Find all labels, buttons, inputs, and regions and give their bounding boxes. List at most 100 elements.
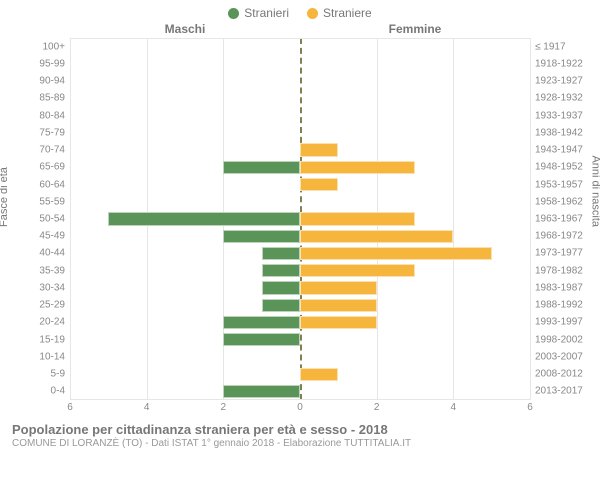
pyramid-row: 50-541963-1967 (70, 210, 530, 227)
pyramid-row: 30-341983-1987 (70, 279, 530, 296)
pyramid-row: 70-741943-1947 (70, 141, 530, 158)
bar-female (300, 178, 338, 191)
bar-male (262, 299, 300, 312)
pyramid-row: 45-491968-1972 (70, 228, 530, 245)
pyramid-row: 95-991918-1922 (70, 55, 530, 72)
birth-tick: 1923-1927 (530, 76, 583, 87)
age-tick: 65-69 (39, 162, 70, 173)
age-tick: 20-24 (39, 317, 70, 328)
age-tick: 75-79 (39, 127, 70, 138)
birth-tick: 1933-1937 (530, 110, 583, 121)
pyramid-row: 65-691948-1952 (70, 159, 530, 176)
pyramid-row: 5-92008-2012 (70, 366, 530, 383)
pyramid-row: 10-142003-2007 (70, 348, 530, 365)
bar-female (300, 247, 492, 260)
bar-female (300, 161, 415, 174)
column-header-left: Maschi (70, 22, 300, 36)
pyramid-row: 0-42013-2017 (70, 383, 530, 400)
pyramid-row: 60-641953-1957 (70, 176, 530, 193)
bar-female (300, 316, 377, 329)
chart-plot-area: 6 4 2 0 2 4 6 100+≤ 191795-991918-192290-94192… (70, 38, 530, 416)
birth-tick: 1953-1957 (530, 179, 583, 190)
bar-female (300, 264, 415, 277)
bar-female (300, 212, 415, 225)
legend-item-female: Straniere (307, 6, 372, 20)
age-tick: 10-14 (39, 351, 70, 362)
column-header-right: Femmine (300, 22, 530, 36)
birth-tick: 1958-1962 (530, 196, 583, 207)
birth-tick: ≤ 1917 (530, 41, 566, 52)
pyramid-row: 35-391978-1982 (70, 262, 530, 279)
xaxis-tick: 4 (144, 402, 150, 413)
birth-tick: 1988-1992 (530, 300, 583, 311)
legend-label-male: Stranieri (244, 6, 289, 20)
birth-tick: 2008-2012 (530, 369, 583, 380)
birth-tick: 1968-1972 (530, 231, 583, 242)
bar-male (223, 385, 300, 398)
bar-female (300, 143, 338, 156)
bar-male (262, 264, 300, 277)
bar-male (262, 247, 300, 260)
birth-tick: 2003-2007 (530, 351, 583, 362)
bar-male (262, 281, 300, 294)
bar-female (300, 230, 453, 243)
bar-male (108, 212, 300, 225)
bar-female (300, 368, 338, 381)
pyramid-row: 85-891928-1932 (70, 90, 530, 107)
xaxis-tick: 2 (221, 402, 227, 413)
birth-tick: 1978-1982 (530, 265, 583, 276)
pyramid-row: 20-241993-1997 (70, 314, 530, 331)
chart-subtitle: COMUNE DI LORANZÈ (TO) - Dati ISTAT 1° g… (12, 438, 588, 449)
age-tick: 100+ (42, 41, 70, 52)
xaxis-tick: 2 (374, 402, 380, 413)
chart-title: Popolazione per cittadinanza straniera p… (12, 422, 588, 437)
age-tick: 80-84 (39, 110, 70, 121)
pyramid-row: 80-841933-1937 (70, 107, 530, 124)
age-tick: 15-19 (39, 334, 70, 345)
age-tick: 55-59 (39, 196, 70, 207)
age-tick: 90-94 (39, 76, 70, 87)
birth-tick: 1943-1947 (530, 145, 583, 156)
yaxis-label-right: Anni di nascita (590, 155, 600, 227)
pyramid-row: 40-441973-1977 (70, 245, 530, 262)
birth-tick: 1938-1942 (530, 127, 583, 138)
age-tick: 35-39 (39, 265, 70, 276)
pyramid-row: 55-591958-1962 (70, 193, 530, 210)
bar-female (300, 281, 377, 294)
birth-tick: 1918-1922 (530, 58, 583, 69)
age-tick: 45-49 (39, 231, 70, 242)
birth-tick: 1993-1997 (530, 317, 583, 328)
xaxis-tick: 6 (527, 402, 533, 413)
legend-dot-female (307, 8, 318, 19)
xaxis-tick: 0 (297, 402, 303, 413)
legend-item-male: Stranieri (228, 6, 289, 20)
age-tick: 50-54 (39, 213, 70, 224)
age-tick: 85-89 (39, 93, 70, 104)
birth-tick: 1948-1952 (530, 162, 583, 173)
age-tick: 0-4 (51, 386, 70, 397)
pyramid-row: 25-291988-1992 (70, 297, 530, 314)
pyramid-row: 90-941923-1927 (70, 72, 530, 89)
age-tick: 70-74 (39, 145, 70, 156)
birth-tick: 1928-1932 (530, 93, 583, 104)
birth-tick: 2013-2017 (530, 386, 583, 397)
pyramid-row: 100+≤ 1917 (70, 38, 530, 55)
xaxis-tick: 6 (67, 402, 73, 413)
chart-container: Fasce di età Anni di nascita 6420246 100… (8, 38, 592, 416)
yaxis-label-left: Fasce di età (0, 167, 10, 227)
xaxis-tick: 4 (451, 402, 457, 413)
bar-male (223, 230, 300, 243)
age-tick: 5-9 (51, 369, 70, 380)
birth-tick: 1998-2002 (530, 334, 583, 345)
legend-dot-male (228, 8, 239, 19)
legend-label-female: Straniere (323, 6, 372, 20)
age-tick: 60-64 (39, 179, 70, 190)
age-tick: 40-44 (39, 248, 70, 259)
birth-tick: 1973-1977 (530, 248, 583, 259)
chart-xaxis: 6 4 2 0 2 4 6 (70, 400, 530, 416)
birth-tick: 1983-1987 (530, 282, 583, 293)
bar-male (223, 316, 300, 329)
pyramid-row: 15-191998-2002 (70, 331, 530, 348)
chart-footer: Popolazione per cittadinanza straniera p… (0, 416, 600, 449)
age-tick: 25-29 (39, 300, 70, 311)
